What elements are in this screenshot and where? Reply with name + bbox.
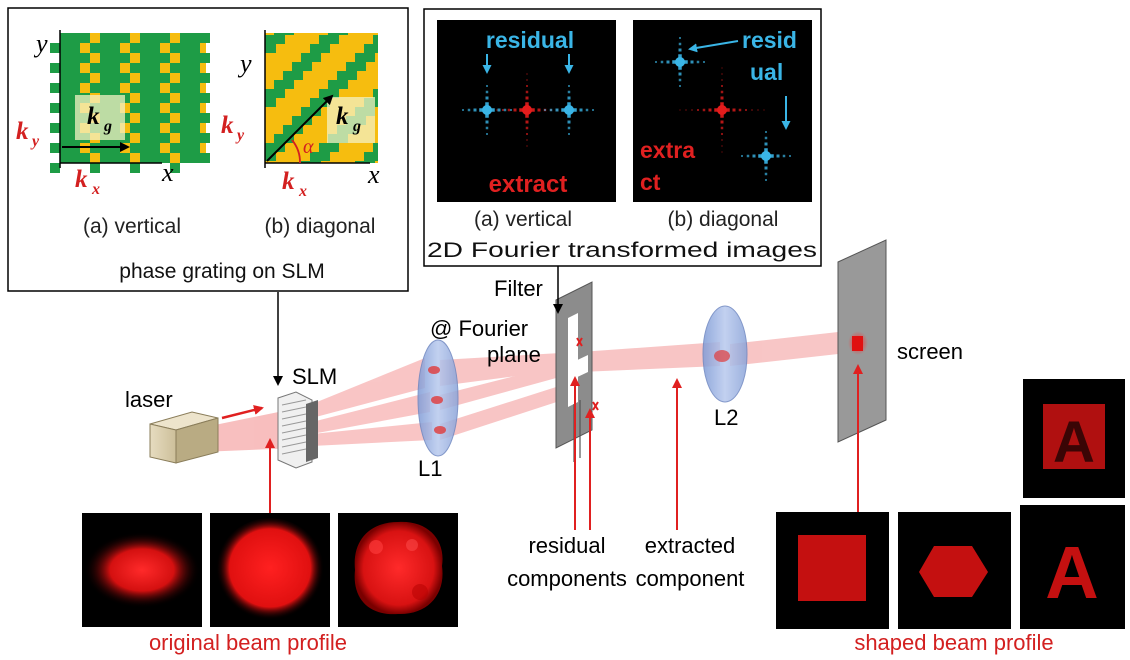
lens-l2: [702, 305, 748, 403]
l2-label: L2: [714, 405, 738, 430]
fourier-filter: [555, 281, 599, 462]
filter-label-line1: Filter: [494, 276, 543, 301]
residual-components-line1: residual: [528, 533, 605, 558]
kg-sub-a: g: [103, 118, 112, 135]
ky-sub-a: y: [30, 133, 40, 150]
laser-label: laser: [125, 387, 173, 412]
kx-label-a: k: [75, 166, 88, 193]
laser-direction-arrow: [221, 405, 264, 420]
letter-a-inverted: A: [1053, 410, 1095, 475]
alpha-arc: [291, 139, 301, 164]
screen: [837, 239, 887, 443]
kg-label-b: k: [336, 103, 349, 130]
kg-label-a: k: [87, 103, 100, 130]
ky-label-b: k: [221, 112, 234, 139]
ky-label-a: k: [16, 118, 29, 145]
residual-components-line2: components: [507, 566, 627, 591]
lens-l1: [417, 339, 459, 457]
laser-beams: [200, 330, 856, 452]
fourier-inset: residual extract resid ual extra ct (a) …: [423, 8, 822, 267]
optical-setup: laser SLM L1: [125, 239, 963, 591]
residual-arrow-b-top: [688, 40, 739, 53]
l1-label: L1: [418, 456, 442, 481]
x-axis-label-b: x: [367, 160, 380, 189]
slm-label: SLM: [292, 364, 337, 389]
caption-vertical-grating: (a) vertical: [83, 215, 181, 238]
extract-label-b-line1: extra: [640, 137, 695, 163]
diagonal-grating-pattern: [265, 33, 378, 163]
kg-highlight-a: [75, 95, 125, 140]
caption-vertical-fourier: (a) vertical: [474, 208, 572, 231]
filter-label-line3: plane: [487, 342, 541, 367]
x-axis-label-a: x: [161, 158, 174, 187]
phase-grating-inset: y x k g k y k x (a) vertical y x k g k y…: [7, 7, 409, 292]
laser-source: [149, 411, 219, 464]
caption-diagonal-fourier: (b) diagonal: [668, 208, 779, 231]
extracted-component-line2: component: [636, 566, 745, 591]
alpha-label: α: [303, 136, 314, 158]
kg-highlight-b: [327, 97, 375, 143]
caption-diagonal-grating: (b) diagonal: [265, 215, 376, 238]
original-beam-profiles: original beam profile: [82, 513, 458, 655]
kx-sub-b: x: [298, 183, 307, 200]
shaped-beam-profile-label: shaped beam profile: [854, 630, 1053, 655]
residual-label-b-line2: ual: [750, 59, 783, 85]
kx-label-b: k: [282, 168, 295, 195]
shaped-profile-letter-a: [1020, 505, 1125, 629]
extract-label-b-line2: ct: [640, 169, 661, 195]
letter-a: A: [1045, 531, 1098, 614]
original-beam-profile-label: original beam profile: [149, 630, 347, 655]
kg-vector-b: [266, 94, 334, 162]
residual-label-b-line1: resid: [742, 27, 797, 53]
phase-grating-title: phase grating on SLM: [119, 260, 324, 283]
filter-label-line2: @ Fourier: [430, 316, 528, 341]
ky-sub-b: y: [235, 127, 245, 144]
y-axis-label-b: y: [237, 49, 252, 78]
vertical-grating-pattern: [50, 33, 210, 173]
shaped-beam-profiles: A A shaped beam profile: [776, 379, 1125, 655]
fourier-title: 2D Fourier transformed images: [427, 239, 817, 262]
screen-label: screen: [897, 339, 963, 364]
residual-label-a: residual: [486, 27, 574, 53]
slm-device: [277, 391, 318, 469]
kx-sub-a: x: [91, 181, 100, 198]
extracted-component-line1: extracted: [645, 533, 736, 558]
y-axis-label-a: y: [33, 29, 48, 58]
extract-label-a: extract: [489, 171, 568, 198]
kg-sub-b: g: [352, 118, 361, 135]
